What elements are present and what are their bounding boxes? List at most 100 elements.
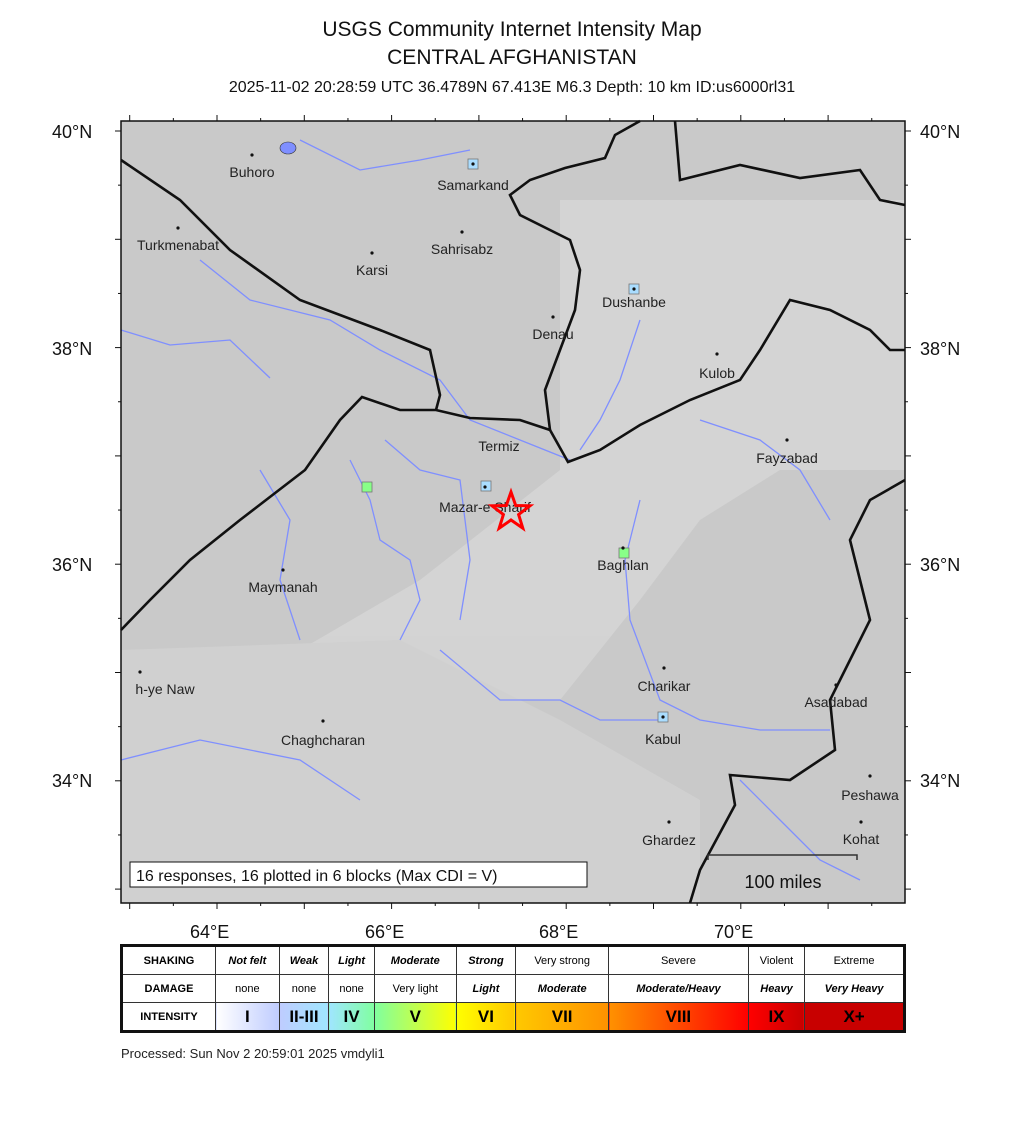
processed-timestamp: Processed: Sun Nov 2 20:59:01 2025 vmdyl…	[121, 1046, 385, 1061]
city-dot	[859, 820, 863, 824]
legend-damage-cell: none	[328, 974, 375, 1003]
city-dot	[471, 162, 475, 166]
lat-label: 34°N	[52, 771, 92, 791]
legend-damage-cell: none	[215, 974, 280, 1003]
lon-label: 66°E	[365, 922, 404, 940]
city-dot	[868, 774, 872, 778]
legend-shaking-cell: Severe	[608, 945, 749, 975]
legend-shaking-cell: Very strong	[515, 945, 610, 975]
legend-header-shaking: SHAKING	[121, 945, 216, 975]
region-title: CENTRAL AFGHANISTAN	[387, 46, 637, 69]
legend-intensity-cell: V	[373, 1002, 457, 1032]
city-labels: Buhoro Turkmenabat Karsi Samarkand Sahrisabz…	[135, 153, 899, 848]
city-label: Termiz	[478, 438, 519, 454]
legend-shaking-cell: Not felt	[215, 945, 280, 975]
city-label: Samarkand	[437, 177, 509, 193]
lon-label: 70°E	[714, 922, 753, 940]
legend-intensity-cell: IV	[328, 1002, 375, 1032]
city-dot	[661, 715, 665, 719]
country-borders	[120, 119, 906, 904]
city-label: Maymanah	[248, 579, 317, 595]
city-dot	[632, 287, 636, 291]
legend-shaking-cell: Extreme	[804, 945, 905, 975]
intensity-map: Buhoro Turkmenabat Karsi Samarkand Sahrisabz…	[52, 115, 960, 940]
city-label: Turkmenabat	[137, 237, 219, 253]
legend-shaking-cell: Moderate	[373, 945, 457, 975]
city-dot	[662, 666, 666, 670]
city-label: Baghlan	[597, 557, 648, 573]
city-dot	[715, 352, 719, 356]
legend-intensity-cell: VIII	[608, 1002, 749, 1032]
map-frame	[120, 120, 906, 904]
lat-label: 40°N	[52, 122, 92, 142]
city-label: Fayzabad	[756, 450, 817, 466]
lat-label: 34°N	[920, 771, 960, 791]
legend-intensity-cell: VI	[455, 1002, 517, 1032]
cdi-block	[361, 481, 373, 493]
responses-box	[129, 861, 588, 888]
legend-damage-cell: Light	[455, 974, 517, 1003]
city-dot	[621, 546, 625, 550]
legend-intensity-cell: I	[215, 1002, 280, 1032]
lat-label: 36°N	[52, 555, 92, 575]
city-dot	[370, 251, 374, 255]
scale-bar: 100 miles	[707, 854, 858, 892]
legend-damage-cell: Moderate	[515, 974, 610, 1003]
city-label: h-ye Naw	[135, 681, 195, 697]
lat-label: 36°N	[920, 555, 960, 575]
lat-label: 38°N	[52, 339, 92, 359]
city-label: Kohat	[843, 831, 880, 847]
lake-icon	[279, 141, 297, 155]
legend-shaking-cell: Strong	[455, 945, 517, 975]
event-info: 2025-11-02 20:28:59 UTC 36.4789N 67.413E…	[228, 79, 796, 96]
lon-label: 64°E	[190, 922, 229, 940]
city-label: Chaghcharan	[281, 732, 365, 748]
city-label: Dushanbe	[602, 294, 666, 310]
legend-shaking-cell: Light	[328, 945, 375, 975]
city-label: Sahrisabz	[431, 241, 493, 257]
city-label: Ghardez	[642, 832, 696, 848]
lat-label: 38°N	[920, 339, 960, 359]
legend-intensity-cell: VII	[515, 1002, 610, 1032]
scale-label: 100 miles	[744, 872, 821, 892]
city-label: Charikar	[638, 678, 691, 694]
legend-damage-cell: Heavy	[747, 974, 806, 1003]
map-title: USGS Community Internet Intensity Map	[322, 18, 702, 41]
city-dot	[281, 568, 285, 572]
city-dot	[667, 820, 671, 824]
legend-shaking-cell: Violent	[747, 945, 806, 975]
city-dot	[834, 683, 838, 687]
city-dot	[250, 153, 254, 157]
legend-header-damage: DAMAGE	[121, 974, 216, 1003]
city-dot	[176, 226, 180, 230]
city-dot	[138, 670, 142, 674]
legend-damage-cell: Very Heavy	[804, 974, 905, 1003]
city-label: Kulob	[699, 365, 735, 381]
responses-note: 16 responses, 16 plotted in 6 blocks (Ma…	[136, 868, 498, 885]
intensity-legend: SHAKING Not felt Weak Light Moderate Strong Ve…	[120, 944, 906, 1033]
legend-damage-cell: Very light	[373, 974, 457, 1003]
lon-label: 68°E	[539, 922, 578, 940]
terrain-shading	[121, 200, 905, 903]
epicenter-star-icon	[487, 487, 535, 532]
legend-damage-cell: none	[278, 974, 330, 1003]
legend-shaking-cell: Weak	[278, 945, 330, 975]
city-dot	[483, 485, 487, 489]
city-label: Kabul	[645, 731, 681, 747]
city-label: Denau	[532, 326, 573, 342]
rivers	[120, 139, 861, 881]
city-dot	[785, 438, 789, 442]
legend-intensity-cell: II-III	[278, 1002, 330, 1032]
legend-intensity-cell: X+	[804, 1002, 905, 1032]
legend-damage-cell: Moderate/Heavy	[608, 974, 749, 1003]
legend-intensity-cell: IX	[747, 1002, 806, 1032]
lat-label: 40°N	[920, 122, 960, 142]
city-dot	[321, 719, 325, 723]
city-label: Asadabad	[804, 694, 867, 710]
city-label: Peshawa	[841, 787, 899, 803]
city-label: Buhoro	[229, 164, 274, 180]
city-dot	[460, 230, 464, 234]
city-label: Karsi	[356, 262, 388, 278]
legend-header-intensity: INTENSITY	[121, 1002, 216, 1032]
city-dot	[551, 315, 555, 319]
